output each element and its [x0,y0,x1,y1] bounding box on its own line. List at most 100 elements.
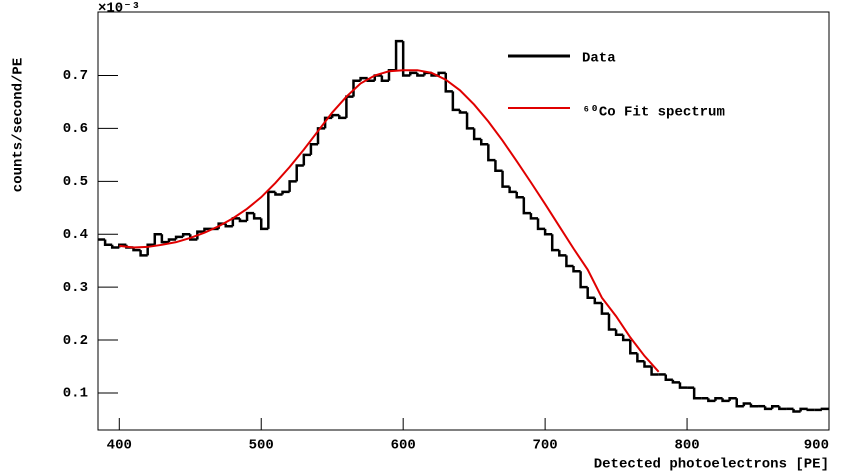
histogram-bin [529,213,539,220]
histogram-bin [671,379,680,384]
histogram-bin [650,366,659,376]
histogram-bin [621,334,631,342]
histogram-bin [515,191,524,199]
histogram-bin [323,116,333,129]
y-tick-label: 0.7 [63,68,88,84]
y-multiplier: ×10⁻³ [98,1,140,17]
legend: Data ⁶⁰Co Fit spectrum [508,51,725,121]
histogram-bin [245,211,255,221]
x-tick-label: 700 [533,438,558,454]
histogram-bin [600,303,609,315]
histogram-bin [153,232,162,245]
histogram-bin [394,39,404,71]
histogram-bin [707,398,716,403]
histogram-bin [345,95,354,118]
histogram-bin [330,113,340,118]
plot-frame [97,11,830,431]
histogram-bin [465,112,475,130]
histogram-bin [792,408,801,413]
histogram-bin [409,71,418,76]
x-tick-label: 800 [674,438,699,454]
histogram-bin [472,128,482,141]
histogram-bin [380,75,389,83]
histogram-bin [316,127,326,145]
histogram-bin [338,115,347,120]
histogram-bin [778,406,787,411]
x-tick-label: 600 [391,438,416,454]
histogram-bin [359,76,368,81]
fit-curve [119,69,660,373]
histogram-bin [721,398,730,403]
histogram-bin [643,361,652,368]
histogram-bin [295,164,304,182]
histogram-bin [274,191,283,196]
y-tick-label: 0.6 [63,121,88,137]
histogram-bin [259,218,269,231]
histogram-bin [749,403,759,408]
y-tick-label: 0.3 [63,280,88,296]
y-tick-label: 0.1 [63,386,88,402]
histogram-bin [593,297,602,305]
histogram-bin [806,408,815,412]
legend-label: ⁶⁰Co Fit spectrum [582,105,725,121]
histogram-bin [629,340,638,355]
x-tick-label: 500 [249,438,274,454]
histogram-bin [501,170,510,188]
histogram-bin [189,234,198,241]
histogram-bin [139,250,148,257]
histogram-bin [664,374,673,381]
histogram-bin [572,265,581,273]
histogram-bin [714,397,723,401]
histogram-bin [181,232,191,237]
histogram-bin [103,239,113,247]
histogram-bin [224,223,233,228]
histogram-bin [494,160,503,172]
histogram-bin [110,244,120,249]
histogram-bin [437,71,446,76]
histogram-bin [735,398,744,408]
histogram-bin [692,387,702,400]
histogram-bin [196,230,205,240]
histogram-bin [401,41,411,77]
histogram-bin [167,238,177,243]
histogram-bin [565,255,574,268]
histogram-bin [763,406,773,411]
y-tick-label: 0.5 [63,174,88,190]
histogram-bin [267,190,276,229]
histogram-bin [309,143,319,155]
histogram-bin [479,138,489,146]
histogram-bin [281,190,290,195]
histogram-bin [543,228,553,236]
histogram-bin [636,353,645,363]
histogram-bin [522,197,531,215]
histogram-bin [536,218,546,231]
y-tick-label: 0.4 [63,227,88,243]
histogram-bin [678,382,688,389]
histogram-bin [614,329,624,337]
histogram-bin [302,153,311,166]
histogram-bin [416,72,425,77]
histogram-bin [174,235,184,240]
histogram-bin [770,404,780,409]
histogram-bin [558,250,567,257]
histogram-bin [160,234,169,244]
histogram-bin [458,109,468,114]
histogram-bin [508,186,517,194]
histogram-bin [742,402,751,407]
histogram-bin [451,91,460,112]
histogram-bin [288,180,297,192]
histogram-bin [579,271,588,289]
histogram-bin [607,313,617,331]
histogram-bin [146,243,155,256]
histogram-bin [203,227,212,232]
histogram-bin [799,407,808,412]
histogram-bin [820,407,829,411]
y-axis-title: counts/second/PE [11,58,27,192]
histogram-bin [728,397,737,401]
x-tick-label: 400 [107,438,132,454]
histogram-bin [586,287,595,299]
histogram-bin [487,144,496,162]
y-tick-label: 0.2 [63,333,88,349]
histogram-bin [238,218,248,223]
